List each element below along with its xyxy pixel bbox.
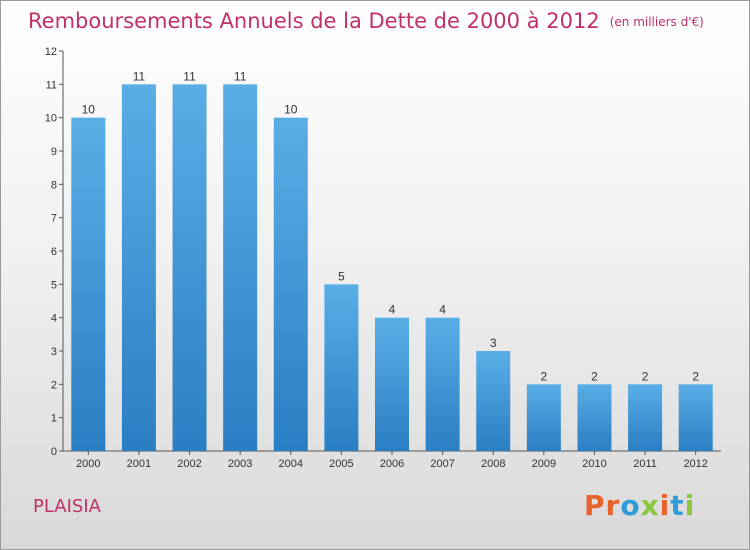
bar bbox=[375, 317, 409, 451]
y-tick-label: 11 bbox=[46, 79, 57, 91]
chart-unit: (en milliers d'€) bbox=[609, 15, 704, 29]
y-tick-label: 3 bbox=[51, 346, 57, 358]
x-tick-label: 2005 bbox=[329, 458, 353, 470]
bar bbox=[172, 84, 207, 451]
bar-value-label: 2 bbox=[541, 369, 548, 383]
y-tick-label: 10 bbox=[45, 113, 57, 125]
bar-value-label: 11 bbox=[133, 69, 146, 83]
bar bbox=[223, 84, 258, 451]
x-tick-label: 2003 bbox=[228, 458, 252, 470]
y-tick-label: 8 bbox=[51, 179, 57, 191]
commune-name: PLAISIA bbox=[33, 496, 101, 517]
bar-value-label: 10 bbox=[284, 103, 298, 117]
y-tick-label: 12 bbox=[45, 46, 57, 58]
y-tick-label: 9 bbox=[51, 146, 57, 158]
bar-value-label: 10 bbox=[82, 103, 96, 117]
bar-value-label: 3 bbox=[490, 336, 497, 350]
bar-value-label: 2 bbox=[642, 369, 649, 383]
brand-letter: r bbox=[605, 489, 621, 522]
y-tick-label: 6 bbox=[51, 246, 57, 258]
brand-letter: i bbox=[684, 489, 696, 522]
x-tick-label: 2000 bbox=[76, 458, 100, 470]
x-tick-label: 2009 bbox=[532, 458, 556, 470]
brand-logo: Proxiti bbox=[584, 489, 695, 522]
y-tick-label: 4 bbox=[51, 313, 57, 325]
bar-value-label: 2 bbox=[591, 369, 598, 383]
x-tick-label: 2011 bbox=[633, 458, 657, 470]
brand-letter: x bbox=[640, 489, 660, 522]
bar bbox=[324, 284, 359, 451]
x-tick-label: 2004 bbox=[279, 458, 303, 470]
y-tick-label: 2 bbox=[51, 379, 57, 391]
y-tick-label: 0 bbox=[51, 446, 57, 458]
bar-value-label: 4 bbox=[389, 303, 396, 317]
chart-bars bbox=[71, 84, 713, 452]
x-tick-label: 2006 bbox=[380, 458, 404, 470]
bar bbox=[628, 384, 663, 451]
chart-title: Remboursements Annuels de la Dette de 20… bbox=[28, 9, 704, 33]
bar bbox=[577, 384, 612, 451]
bar-value-label: 11 bbox=[234, 69, 247, 83]
bar bbox=[678, 384, 713, 451]
y-tick-label: 5 bbox=[51, 279, 57, 291]
x-tick-label: 2012 bbox=[683, 458, 707, 470]
brand-letter: P bbox=[584, 489, 606, 522]
bar bbox=[71, 117, 106, 452]
bar bbox=[476, 351, 511, 451]
bar bbox=[273, 117, 308, 452]
bar bbox=[121, 84, 156, 451]
bar bbox=[526, 384, 561, 451]
x-tick-label: 2002 bbox=[177, 458, 201, 470]
x-tick-label: 2001 bbox=[127, 458, 151, 470]
brand-letter: t bbox=[670, 489, 685, 522]
y-tick-label: 1 bbox=[51, 413, 57, 425]
y-tick-label: 7 bbox=[51, 213, 57, 225]
chart-labels: 2000 10 2001 11 2002 11 2003 11 2004 10 2005 5 2006 4… bbox=[76, 69, 708, 470]
x-tick-label: 2008 bbox=[481, 458, 505, 470]
bar-value-label: 5 bbox=[338, 269, 345, 283]
bar-value-label: 11 bbox=[183, 69, 196, 83]
bar bbox=[425, 317, 460, 451]
chart-title-text: Remboursements Annuels de la Dette de 20… bbox=[28, 9, 600, 33]
bar-value-label: 4 bbox=[439, 303, 446, 317]
brand-letter: i bbox=[659, 489, 671, 522]
x-tick-label: 2010 bbox=[582, 458, 606, 470]
x-tick-label: 2007 bbox=[430, 458, 454, 470]
bar-value-label: 2 bbox=[692, 369, 699, 383]
brand-letter: o bbox=[620, 489, 641, 522]
